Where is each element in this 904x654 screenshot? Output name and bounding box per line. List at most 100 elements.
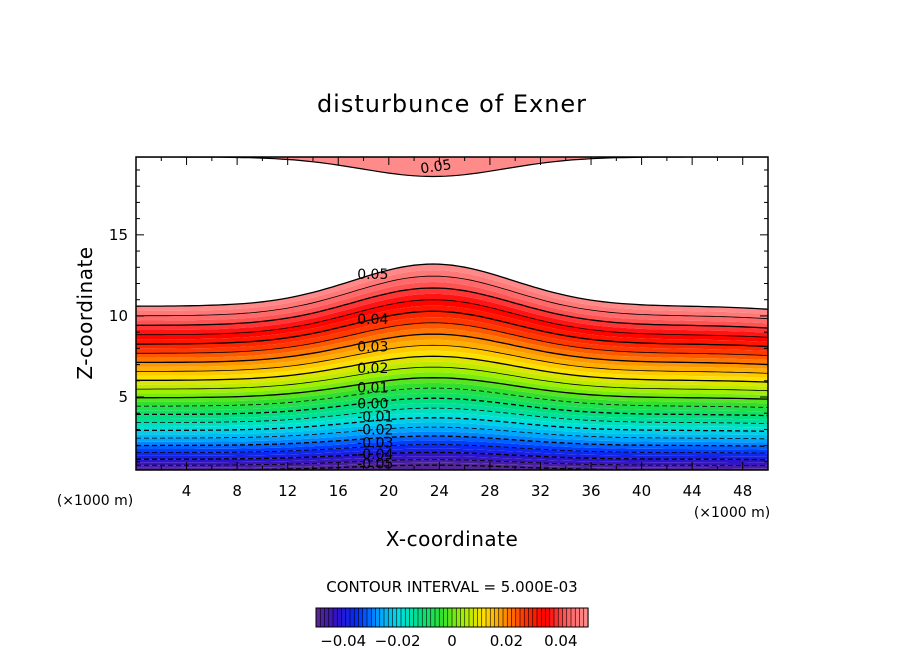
- contour-band: [136, 427, 768, 443]
- contour-line: [136, 407, 768, 424]
- x-tick-label: 36: [581, 482, 600, 500]
- plot-area: 0.050.050.040.030.020.010.00-0.01-0.02-0…: [109, 156, 769, 500]
- colorbar-cell: [319, 607, 326, 628]
- colorbar-cell: [392, 607, 398, 628]
- colorbar-tick-label: −0.04: [320, 632, 366, 650]
- colorbar-cell: [498, 607, 504, 628]
- colorbar-cell: [409, 607, 415, 628]
- contour-interval-text: CONTOUR INTERVAL = 5.000E-03: [326, 578, 577, 596]
- colorbar-tick-label: 0.04: [544, 632, 577, 650]
- colorbar-cell: [387, 607, 394, 628]
- colorbar-cell: [464, 607, 470, 628]
- colorbar-cell: [345, 607, 351, 628]
- upper-contour-band: [136, 157, 768, 177]
- colorbar-cell: [562, 607, 568, 628]
- colorbar-tick-label: 0: [447, 632, 457, 650]
- x-tick-label: 24: [430, 482, 449, 500]
- colorbar-cell: [358, 607, 364, 628]
- colorbar-cell: [438, 607, 445, 628]
- contour-band: [136, 417, 768, 436]
- colorbar-cell: [421, 607, 428, 628]
- colorbar-cell: [523, 607, 530, 628]
- colorbar-tick-label: 0.02: [490, 632, 523, 650]
- contour-band: [136, 440, 768, 454]
- colorbar-cell: [574, 607, 581, 628]
- colorbar-cell: [379, 607, 385, 628]
- contour-labels: 0.050.050.040.030.020.010.00-0.01-0.02-0…: [357, 157, 452, 472]
- chart-title: disturbunce of Exner: [317, 90, 587, 118]
- contour-band: [136, 452, 768, 463]
- contour-band: [136, 382, 768, 408]
- colorbar-cell: [370, 607, 377, 628]
- contour-line: [136, 355, 768, 383]
- contour-line: [136, 299, 768, 338]
- contour-band: [136, 422, 768, 439]
- colorbar-cell: [362, 607, 368, 628]
- x-tick-label: 20: [379, 482, 398, 500]
- colorbar-cell: [434, 607, 440, 628]
- colorbar-cell: [315, 607, 321, 628]
- contour-band: [136, 413, 768, 432]
- contour-line: [136, 366, 768, 392]
- contour-line: [136, 287, 768, 329]
- contour-band: [136, 339, 768, 374]
- contour-line: [136, 417, 768, 432]
- contour-label: 0.05: [357, 267, 388, 283]
- contour-line: [136, 426, 768, 440]
- colorbar-cell: [549, 607, 555, 628]
- y-tick-label: 10: [109, 307, 128, 325]
- contour-label: 0.04: [357, 312, 388, 328]
- colorbar-cell: [353, 607, 360, 628]
- contour-line: [136, 344, 768, 374]
- contour-band: [136, 431, 768, 447]
- x-tick-label: 44: [683, 482, 702, 500]
- contour-line: [136, 322, 768, 356]
- colorbar-cell: [485, 607, 491, 628]
- plot-frame: [135, 156, 769, 471]
- contour-band: [136, 299, 768, 342]
- colorbar-cell: [502, 607, 508, 628]
- contour-line: [136, 435, 768, 447]
- colorbar-cell: [489, 607, 496, 628]
- contour-line: [136, 275, 768, 320]
- contour-band: [136, 361, 768, 391]
- colorbar-cell: [396, 607, 402, 628]
- contour-line: [136, 459, 768, 466]
- colorbar-cell: [332, 607, 338, 628]
- colorbar-cell: [455, 607, 462, 628]
- colorbar-cell: [536, 607, 542, 628]
- contour-label: 0.01: [357, 380, 388, 396]
- colorbar-cell: [532, 607, 538, 628]
- colorbar-cell: [417, 607, 423, 628]
- contour-band: [136, 350, 768, 383]
- contour-label: -0.03: [357, 435, 393, 451]
- contour-band: [136, 462, 768, 470]
- contour-band: [136, 459, 768, 469]
- colorbar-cell: [481, 607, 487, 628]
- colorbar-cell: [328, 607, 334, 628]
- contour-label: -0.04: [357, 447, 393, 463]
- contour-band: [136, 388, 768, 412]
- contour-band: [136, 372, 768, 400]
- colorbar-cell: [477, 607, 483, 628]
- colorbar-cell: [472, 607, 479, 628]
- contour-band: [136, 317, 768, 356]
- contour-label: 0.00: [357, 397, 388, 413]
- contour-label: -0.02: [357, 423, 393, 439]
- contour-band: [136, 377, 768, 404]
- x-tick-label: 32: [531, 482, 550, 500]
- colorbar-cell: [426, 607, 432, 628]
- colorbar-frame: [315, 607, 589, 628]
- y-axis-ticks: 5 10 15: [109, 169, 768, 463]
- contour-line: [136, 444, 768, 454]
- colorbar-cell: [404, 607, 411, 628]
- contour-band: [136, 356, 768, 387]
- colorbar-cell: [324, 607, 330, 628]
- contour-band: [136, 288, 768, 333]
- colorbar-cell: [545, 607, 551, 628]
- colorbar-cell: [579, 607, 585, 628]
- contour-label: 0.02: [357, 361, 388, 377]
- colorbar-cell: [443, 607, 449, 628]
- x-tick-label: 48: [733, 482, 752, 500]
